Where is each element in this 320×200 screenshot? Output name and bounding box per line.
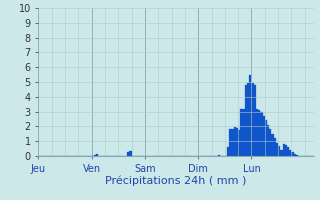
Bar	[296, 155, 298, 156]
Bar	[227, 147, 229, 156]
Bar	[252, 83, 254, 156]
Bar	[238, 130, 240, 156]
Bar	[218, 155, 220, 156]
Bar	[262, 116, 265, 156]
Bar	[249, 75, 252, 156]
Bar	[256, 109, 258, 156]
Bar	[265, 120, 267, 156]
Bar	[229, 129, 231, 156]
Bar	[236, 128, 238, 156]
Bar	[234, 127, 236, 156]
Bar	[294, 154, 296, 156]
Bar	[231, 129, 234, 156]
Bar	[260, 112, 262, 156]
X-axis label: Précipitations 24h ( mm ): Précipitations 24h ( mm )	[105, 175, 247, 186]
Bar	[269, 129, 271, 156]
Bar	[127, 152, 129, 156]
Bar	[274, 138, 276, 156]
Bar	[267, 125, 269, 156]
Bar	[287, 147, 289, 156]
Bar	[258, 110, 260, 156]
Bar	[278, 146, 280, 156]
Bar	[245, 85, 247, 156]
Bar	[96, 154, 98, 156]
Bar	[271, 134, 274, 156]
Bar	[240, 109, 243, 156]
Bar	[289, 150, 292, 156]
Bar	[254, 85, 256, 156]
Bar	[129, 151, 132, 156]
Bar	[247, 83, 249, 156]
Bar	[94, 155, 96, 156]
Bar	[280, 150, 283, 156]
Bar	[243, 109, 245, 156]
Bar	[292, 152, 294, 156]
Bar	[283, 144, 285, 156]
Bar	[285, 145, 287, 156]
Bar	[276, 143, 278, 156]
